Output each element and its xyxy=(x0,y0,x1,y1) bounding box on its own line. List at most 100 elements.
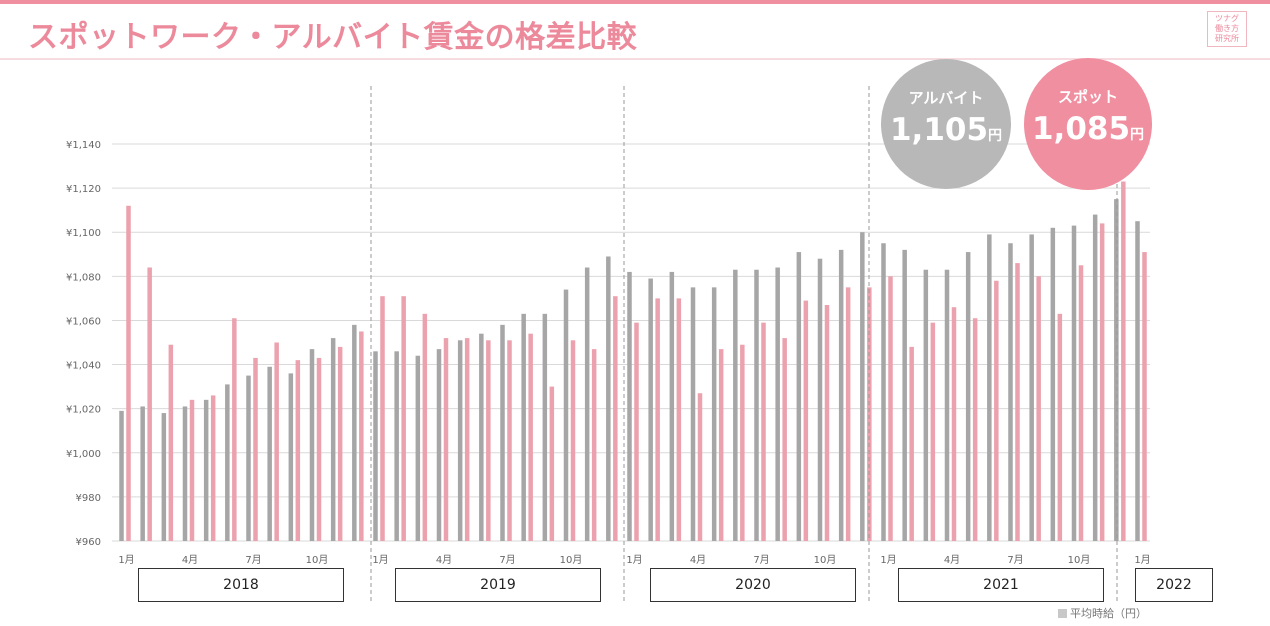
bar-spot xyxy=(126,205,131,541)
bar-arubaito xyxy=(182,406,188,541)
bar-arubaito xyxy=(140,406,145,541)
y-tick-label: ¥1,100 xyxy=(66,228,101,239)
bar-spot xyxy=(422,313,428,541)
bar-arubaito xyxy=(881,243,886,541)
bar-spot xyxy=(253,357,258,541)
arubaito-badge-unit: 円 xyxy=(988,128,1003,144)
bar-arubaito xyxy=(225,384,230,541)
page-title: スポットワーク・アルバイト賃金の格差比較 xyxy=(28,20,638,55)
bar-spot xyxy=(359,331,364,541)
bar-spot xyxy=(845,287,851,541)
bar-arubaito xyxy=(436,349,442,541)
bar-arubaito xyxy=(796,252,802,542)
spot-badge-value: 1,085 xyxy=(1031,111,1131,147)
spot-badge-unit: 円 xyxy=(1130,127,1145,143)
bar-spot xyxy=(295,360,301,541)
y-tick-label: ¥1,020 xyxy=(66,405,101,416)
bar-arubaito xyxy=(500,324,505,541)
bar-arubaito xyxy=(203,399,209,541)
bar-arubaito xyxy=(246,375,251,541)
year-label-2019: 2019 xyxy=(395,568,601,602)
bar-arubaito xyxy=(711,287,717,541)
bar-arubaito xyxy=(119,410,124,541)
arubaito-badge-value: 1,105 xyxy=(889,112,989,148)
x-tick-label: 1月 xyxy=(1134,554,1150,566)
bar-spot xyxy=(867,287,872,541)
bar-arubaito xyxy=(394,351,399,541)
bar-spot xyxy=(570,340,576,541)
bar-arubaito xyxy=(754,269,759,541)
year-label-2021: 2021 xyxy=(898,568,1104,602)
bar-spot xyxy=(613,296,618,541)
logo: ツナグ 働き方 研究所 xyxy=(1207,11,1247,47)
x-tick-label: 10月 xyxy=(560,554,583,566)
y-tick-label: ¥960 xyxy=(76,537,101,548)
bar-spot xyxy=(951,307,957,541)
bar-arubaito xyxy=(817,258,823,541)
bar-spot xyxy=(316,357,322,541)
bar-spot xyxy=(888,276,893,541)
bar-spot xyxy=(909,346,914,541)
bar-arubaito xyxy=(521,313,526,541)
spot-badge: スポット 1,085円 xyxy=(1024,58,1152,190)
bar-spot xyxy=(697,393,703,541)
y-tick-label: ¥1,140 xyxy=(66,140,101,151)
bar-spot xyxy=(443,338,449,541)
bar-arubaito xyxy=(965,252,971,542)
bar-arubaito xyxy=(457,340,463,541)
bar-arubaito xyxy=(733,269,738,541)
bar-arubaito xyxy=(690,287,696,541)
bar-spot xyxy=(464,338,470,541)
bar-arubaito xyxy=(415,355,421,541)
bar-arubaito xyxy=(330,338,336,541)
bar-spot xyxy=(803,300,809,541)
bar-spot xyxy=(676,298,682,541)
bar-arubaito xyxy=(1114,199,1119,541)
bar-spot xyxy=(380,296,385,541)
bar-arubaito xyxy=(563,289,569,541)
bar-arubaito xyxy=(288,373,294,541)
bar-spot xyxy=(740,344,745,541)
y-tick-label: ¥1,040 xyxy=(66,361,101,372)
x-tick-label: 4月 xyxy=(690,554,706,566)
bar-spot xyxy=(1142,252,1147,542)
legend: 平均時給（円） xyxy=(1058,605,1147,621)
x-tick-label: 4月 xyxy=(436,554,452,566)
bar-spot xyxy=(824,305,830,541)
bar-spot xyxy=(994,280,999,541)
bar-spot xyxy=(486,340,491,541)
bar-arubaito xyxy=(161,413,167,541)
bar-spot xyxy=(1036,276,1041,541)
legend-label: 平均時給（円） xyxy=(1070,607,1147,620)
bar-spot xyxy=(591,349,597,541)
bar-arubaito xyxy=(267,366,272,541)
bar-spot xyxy=(210,395,216,541)
bar-spot xyxy=(189,399,195,541)
logo-line: 研究所 xyxy=(1215,34,1239,43)
bar-spot xyxy=(168,344,174,541)
x-tick-label: 1月 xyxy=(372,554,388,566)
logo-line: 働き方 xyxy=(1215,24,1239,33)
x-tick-label: 1月 xyxy=(880,554,896,566)
bar-spot xyxy=(401,296,406,541)
bar-spot xyxy=(782,338,787,541)
bar-spot xyxy=(1078,265,1084,541)
bar-spot xyxy=(528,333,533,541)
x-tick-label: 10月 xyxy=(1068,554,1091,566)
year-label-2020: 2020 xyxy=(650,568,856,602)
bar-arubaito xyxy=(775,267,780,541)
bar-arubaito xyxy=(987,234,992,541)
bar-arubaito xyxy=(1071,225,1077,541)
bar-spot xyxy=(1057,313,1063,541)
bar-arubaito xyxy=(669,271,675,541)
x-tick-label: 7月 xyxy=(1007,554,1023,566)
arubaito-badge: アルバイト 1,105円 xyxy=(881,59,1011,189)
bar-spot xyxy=(337,346,343,541)
bar-arubaito xyxy=(584,267,590,541)
legend-swatch xyxy=(1058,609,1067,618)
year-label-2018: 2018 xyxy=(138,568,344,602)
y-tick-label: ¥980 xyxy=(76,493,101,504)
bar-spot xyxy=(1099,223,1105,541)
bar-arubaito xyxy=(923,269,929,541)
